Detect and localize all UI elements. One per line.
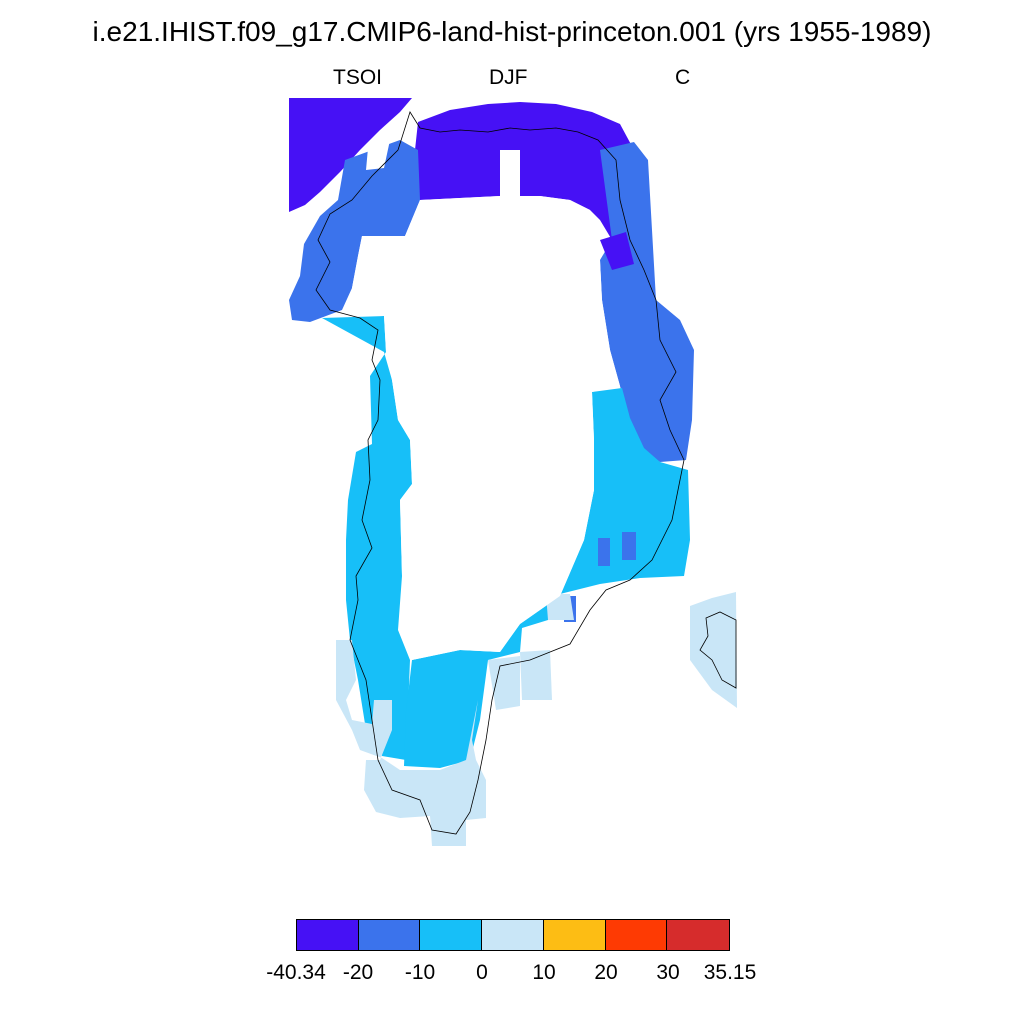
colorbar-tick-label: -20	[342, 961, 374, 984]
north-band-center	[410, 102, 634, 240]
colorbar	[296, 919, 730, 951]
colorbar-box	[420, 920, 483, 950]
season-label: DJF	[489, 66, 528, 89]
ice-sheet-interior	[352, 196, 620, 660]
colorbar-tick-label: 35.15	[703, 961, 757, 984]
north-gap	[366, 140, 520, 196]
south-pale-band	[336, 640, 486, 846]
colorbar-box	[297, 920, 359, 950]
colorbar-box	[543, 920, 606, 950]
west-cyan-band	[322, 316, 412, 760]
plot-title: i.e21.IHIST.f09_g17.CMIP6-land-hist-prin…	[92, 16, 932, 47]
colorbar-box	[667, 920, 730, 950]
colorbar-box	[482, 920, 544, 950]
coastline	[315, 111, 685, 835]
east-cyan-band	[404, 388, 690, 768]
colorbar-tick-label: -10	[404, 961, 436, 984]
variable-label: TSOI	[333, 66, 383, 89]
west-coast-band	[289, 140, 420, 322]
colorbar-box	[358, 920, 421, 950]
colorbar-tick-label: 20	[594, 961, 618, 984]
iceland-coastline	[699, 611, 737, 689]
units-label: C	[675, 66, 691, 89]
iceland-patch	[690, 592, 737, 708]
colorbar-tick-label: -40.34	[266, 961, 326, 984]
colorbar-tick-label: 30	[656, 961, 680, 984]
colorbar-tick-label: 0	[476, 961, 488, 984]
colorbar-box	[605, 920, 668, 950]
north-band-left	[289, 98, 412, 212]
east-pale-patches	[488, 594, 574, 710]
colorbar-tick-label: 10	[532, 961, 556, 984]
east-dark-patch	[600, 232, 634, 270]
